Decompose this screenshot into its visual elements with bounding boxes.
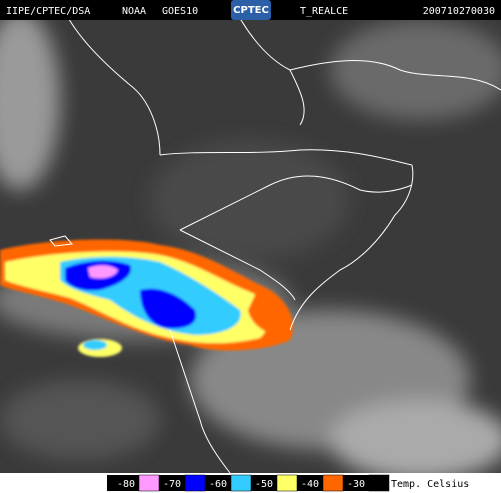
legend-label-cell xyxy=(343,475,369,491)
legend-label-cell xyxy=(297,475,323,491)
legend-label: -80 xyxy=(117,479,135,490)
legend-label-cell xyxy=(205,475,231,491)
legend-label-cell xyxy=(113,475,139,491)
legend-label: -60 xyxy=(209,479,227,490)
source: IIPE/CPTEC/DSA xyxy=(6,6,90,17)
legend-unit: Temp. Celsius xyxy=(391,479,469,490)
legend-label-cell xyxy=(159,475,185,491)
legend-edge xyxy=(107,475,113,491)
legend: -80 -70 -60 -50 -40 -30 Temp. Celsius xyxy=(107,474,469,492)
legend-label: -40 xyxy=(301,479,319,490)
satellite: GOES10 xyxy=(162,6,198,17)
legend-swatch xyxy=(184,474,206,492)
agency: NOAA xyxy=(122,6,146,17)
legend-label-cell xyxy=(251,475,277,491)
legend-label: -50 xyxy=(255,479,273,490)
cloud-top-region xyxy=(83,340,107,350)
cloud-top-region xyxy=(88,265,118,279)
legend-swatch xyxy=(138,474,160,492)
timestamp: 200710270030 xyxy=(423,6,495,17)
product: T_REALCE xyxy=(300,6,348,17)
logo: CPTEC xyxy=(233,5,269,16)
legend-swatch xyxy=(368,474,390,492)
borders xyxy=(49,0,501,474)
cold-tops xyxy=(0,239,294,357)
legend-swatch xyxy=(230,474,252,492)
cloud-top-region xyxy=(248,290,288,335)
legend-label: -30 xyxy=(347,479,365,490)
legend-swatch xyxy=(276,474,298,492)
legend-swatch xyxy=(322,474,344,492)
logo-badge xyxy=(231,0,271,20)
legend-label: -70 xyxy=(163,479,181,490)
